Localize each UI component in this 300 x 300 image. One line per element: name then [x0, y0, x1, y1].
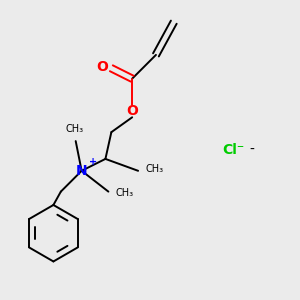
Text: +: +	[88, 158, 97, 167]
Text: N: N	[76, 164, 88, 178]
Text: CH₃: CH₃	[116, 188, 134, 198]
Text: O: O	[126, 104, 138, 118]
Text: -: -	[250, 143, 254, 157]
Text: Cl⁻: Cl⁻	[222, 143, 244, 157]
Text: O: O	[97, 60, 108, 74]
Text: CH₃: CH₃	[65, 124, 83, 134]
Text: CH₃: CH₃	[146, 164, 164, 174]
